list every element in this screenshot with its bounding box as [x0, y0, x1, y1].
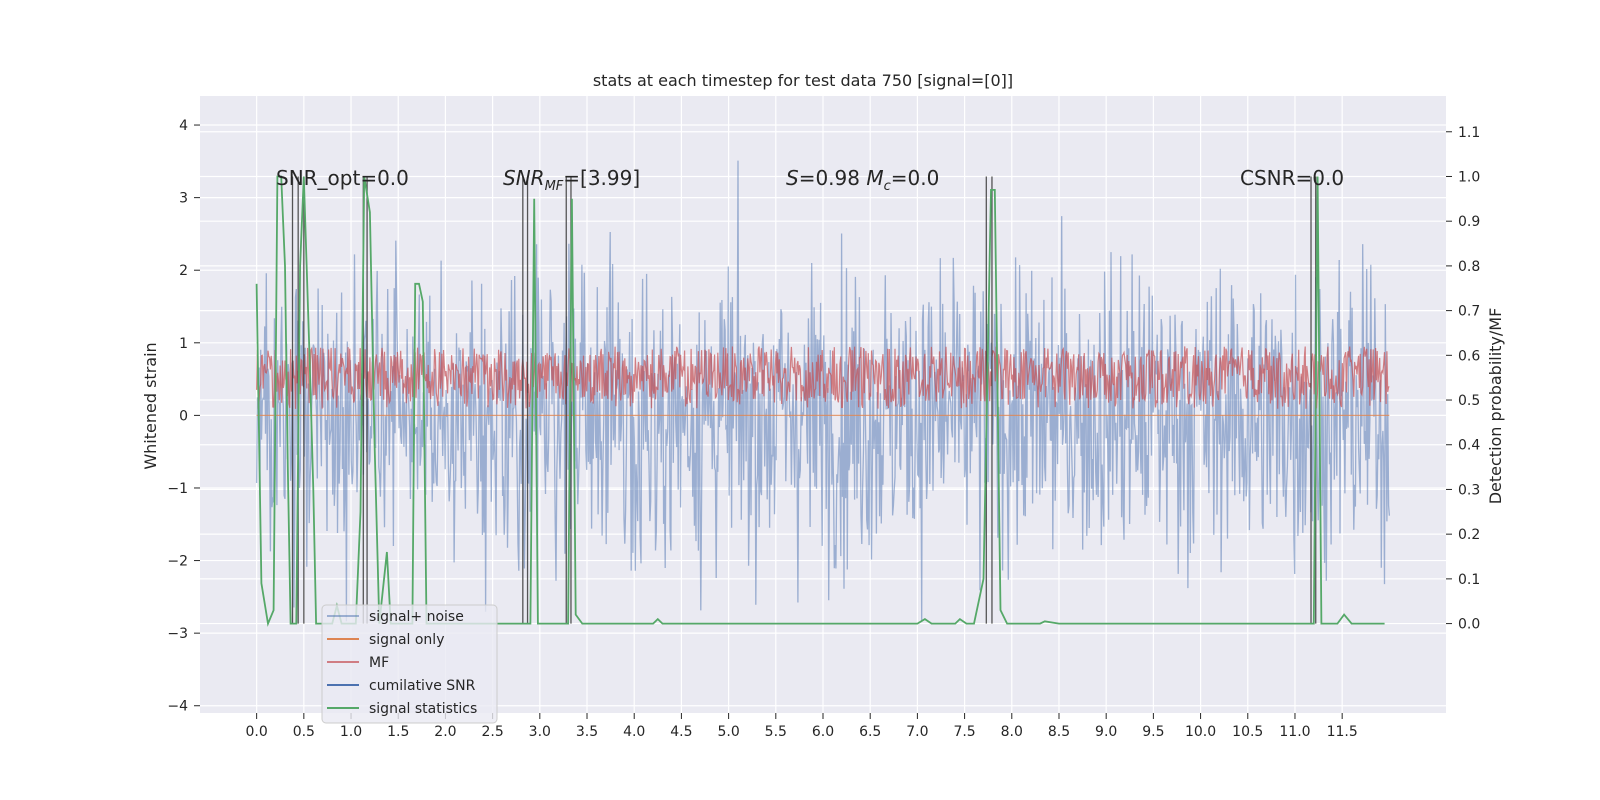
- x-tick-label: 2.0: [434, 724, 456, 740]
- x-tick-label: 8.5: [1048, 724, 1070, 740]
- y-tick-label: 4: [179, 118, 188, 134]
- legend-label: signal+ noise: [369, 609, 464, 625]
- legend-label: signal statistics: [369, 701, 477, 717]
- annotation-csnr: CSNR=0.0: [1240, 166, 1344, 190]
- y-tick-label: 1: [179, 336, 188, 352]
- chart-title: stats at each timestep for test data 750…: [593, 71, 1013, 90]
- y-axis-right-ticks: 1.1 1.0 0.9 0.8 0.7 0.6 0.5 0.4 0.3 0.2 0.1 0.0: [1446, 125, 1480, 633]
- y-tick-label: −1: [167, 481, 188, 497]
- legend-label: MF: [369, 655, 389, 671]
- annotations: SNR_opt=0.0 SNRMF=[3.99] S=0.98 Mc=0.0 C…: [276, 166, 1344, 194]
- x-axis-ticks: 0.0 0.5 1.0 1.5 2.0 2.5 3.0 3.5 4.0 4.5 5.0 5.5 6.0 6…: [246, 713, 1358, 740]
- y-tick-label: 3: [179, 191, 188, 207]
- y-tick-label: −2: [167, 554, 188, 570]
- x-tick-label: 9.0: [1095, 724, 1117, 740]
- x-tick-label: 7.0: [906, 724, 928, 740]
- y-tick-label: 0: [179, 408, 188, 424]
- annotation-snr-opt: SNR_opt=0.0: [276, 166, 409, 190]
- x-tick-label: 0.5: [293, 724, 315, 740]
- legend-box: [321, 604, 498, 724]
- y-tick-label: −4: [167, 699, 188, 715]
- x-tick-label: 0.0: [246, 724, 268, 740]
- y-right-tick-label: 0.3: [1458, 482, 1480, 498]
- annotation-snr-mf: SNRMF=[3.99]: [503, 166, 640, 194]
- y-axis-right-title: Detection probability/MF: [1486, 308, 1505, 505]
- x-tick-label: 3.5: [576, 724, 598, 740]
- x-tick-label: 2.5: [481, 724, 503, 740]
- y-right-tick-label: 1.0: [1458, 169, 1480, 185]
- y-axis-left-title: Whitened strain: [141, 342, 160, 469]
- y-right-tick-label: 0.4: [1458, 438, 1480, 454]
- legend-label: cumilative SNR: [369, 678, 476, 694]
- x-tick-label: 1.5: [387, 724, 409, 740]
- y-tick-label: −3: [167, 626, 188, 642]
- x-tick-label: 4.5: [670, 724, 692, 740]
- y-axis-left-ticks: 4 3 2 1 0 −1 −2 −3 −4: [167, 118, 200, 715]
- y-right-tick-label: 1.1: [1458, 125, 1480, 141]
- y-right-tick-label: 0.1: [1458, 572, 1480, 588]
- legend-label: signal only: [369, 632, 444, 648]
- y-right-tick-label: 0.7: [1458, 304, 1480, 320]
- y-right-tick-label: 0.5: [1458, 393, 1480, 409]
- x-tick-label: 10.5: [1232, 724, 1263, 740]
- x-tick-label: 4.0: [623, 724, 645, 740]
- x-tick-label: 10.0: [1185, 724, 1216, 740]
- x-tick-label: 8.0: [1001, 724, 1023, 740]
- x-tick-label: 11.5: [1327, 724, 1358, 740]
- x-tick-label: 7.5: [953, 724, 975, 740]
- x-tick-label: 6.0: [812, 724, 834, 740]
- line-mf: [256, 346, 1390, 409]
- series-mf: [256, 346, 1390, 409]
- legend: signal+ noise signal only MF cumilative SNR…: [321, 604, 498, 724]
- y-tick-label: 2: [179, 263, 188, 279]
- y-right-tick-label: 0.0: [1458, 617, 1480, 633]
- x-tick-label: 5.5: [765, 724, 787, 740]
- y-right-tick-label: 0.9: [1458, 214, 1480, 230]
- y-right-tick-label: 0.2: [1458, 527, 1480, 543]
- x-tick-label: 9.5: [1142, 724, 1164, 740]
- detection-vlines: [291, 176, 1317, 624]
- x-tick-label: 3.0: [529, 724, 551, 740]
- x-tick-label: 11.0: [1279, 724, 1310, 740]
- y-right-tick-label: 0.6: [1458, 348, 1480, 364]
- x-tick-label: 5.0: [717, 724, 739, 740]
- annotation-s-mc: S=0.98 Mc=0.0: [786, 166, 939, 194]
- x-tick-label: 1.0: [340, 724, 362, 740]
- y-right-tick-label: 0.8: [1458, 259, 1480, 275]
- x-tick-label: 6.5: [859, 724, 881, 740]
